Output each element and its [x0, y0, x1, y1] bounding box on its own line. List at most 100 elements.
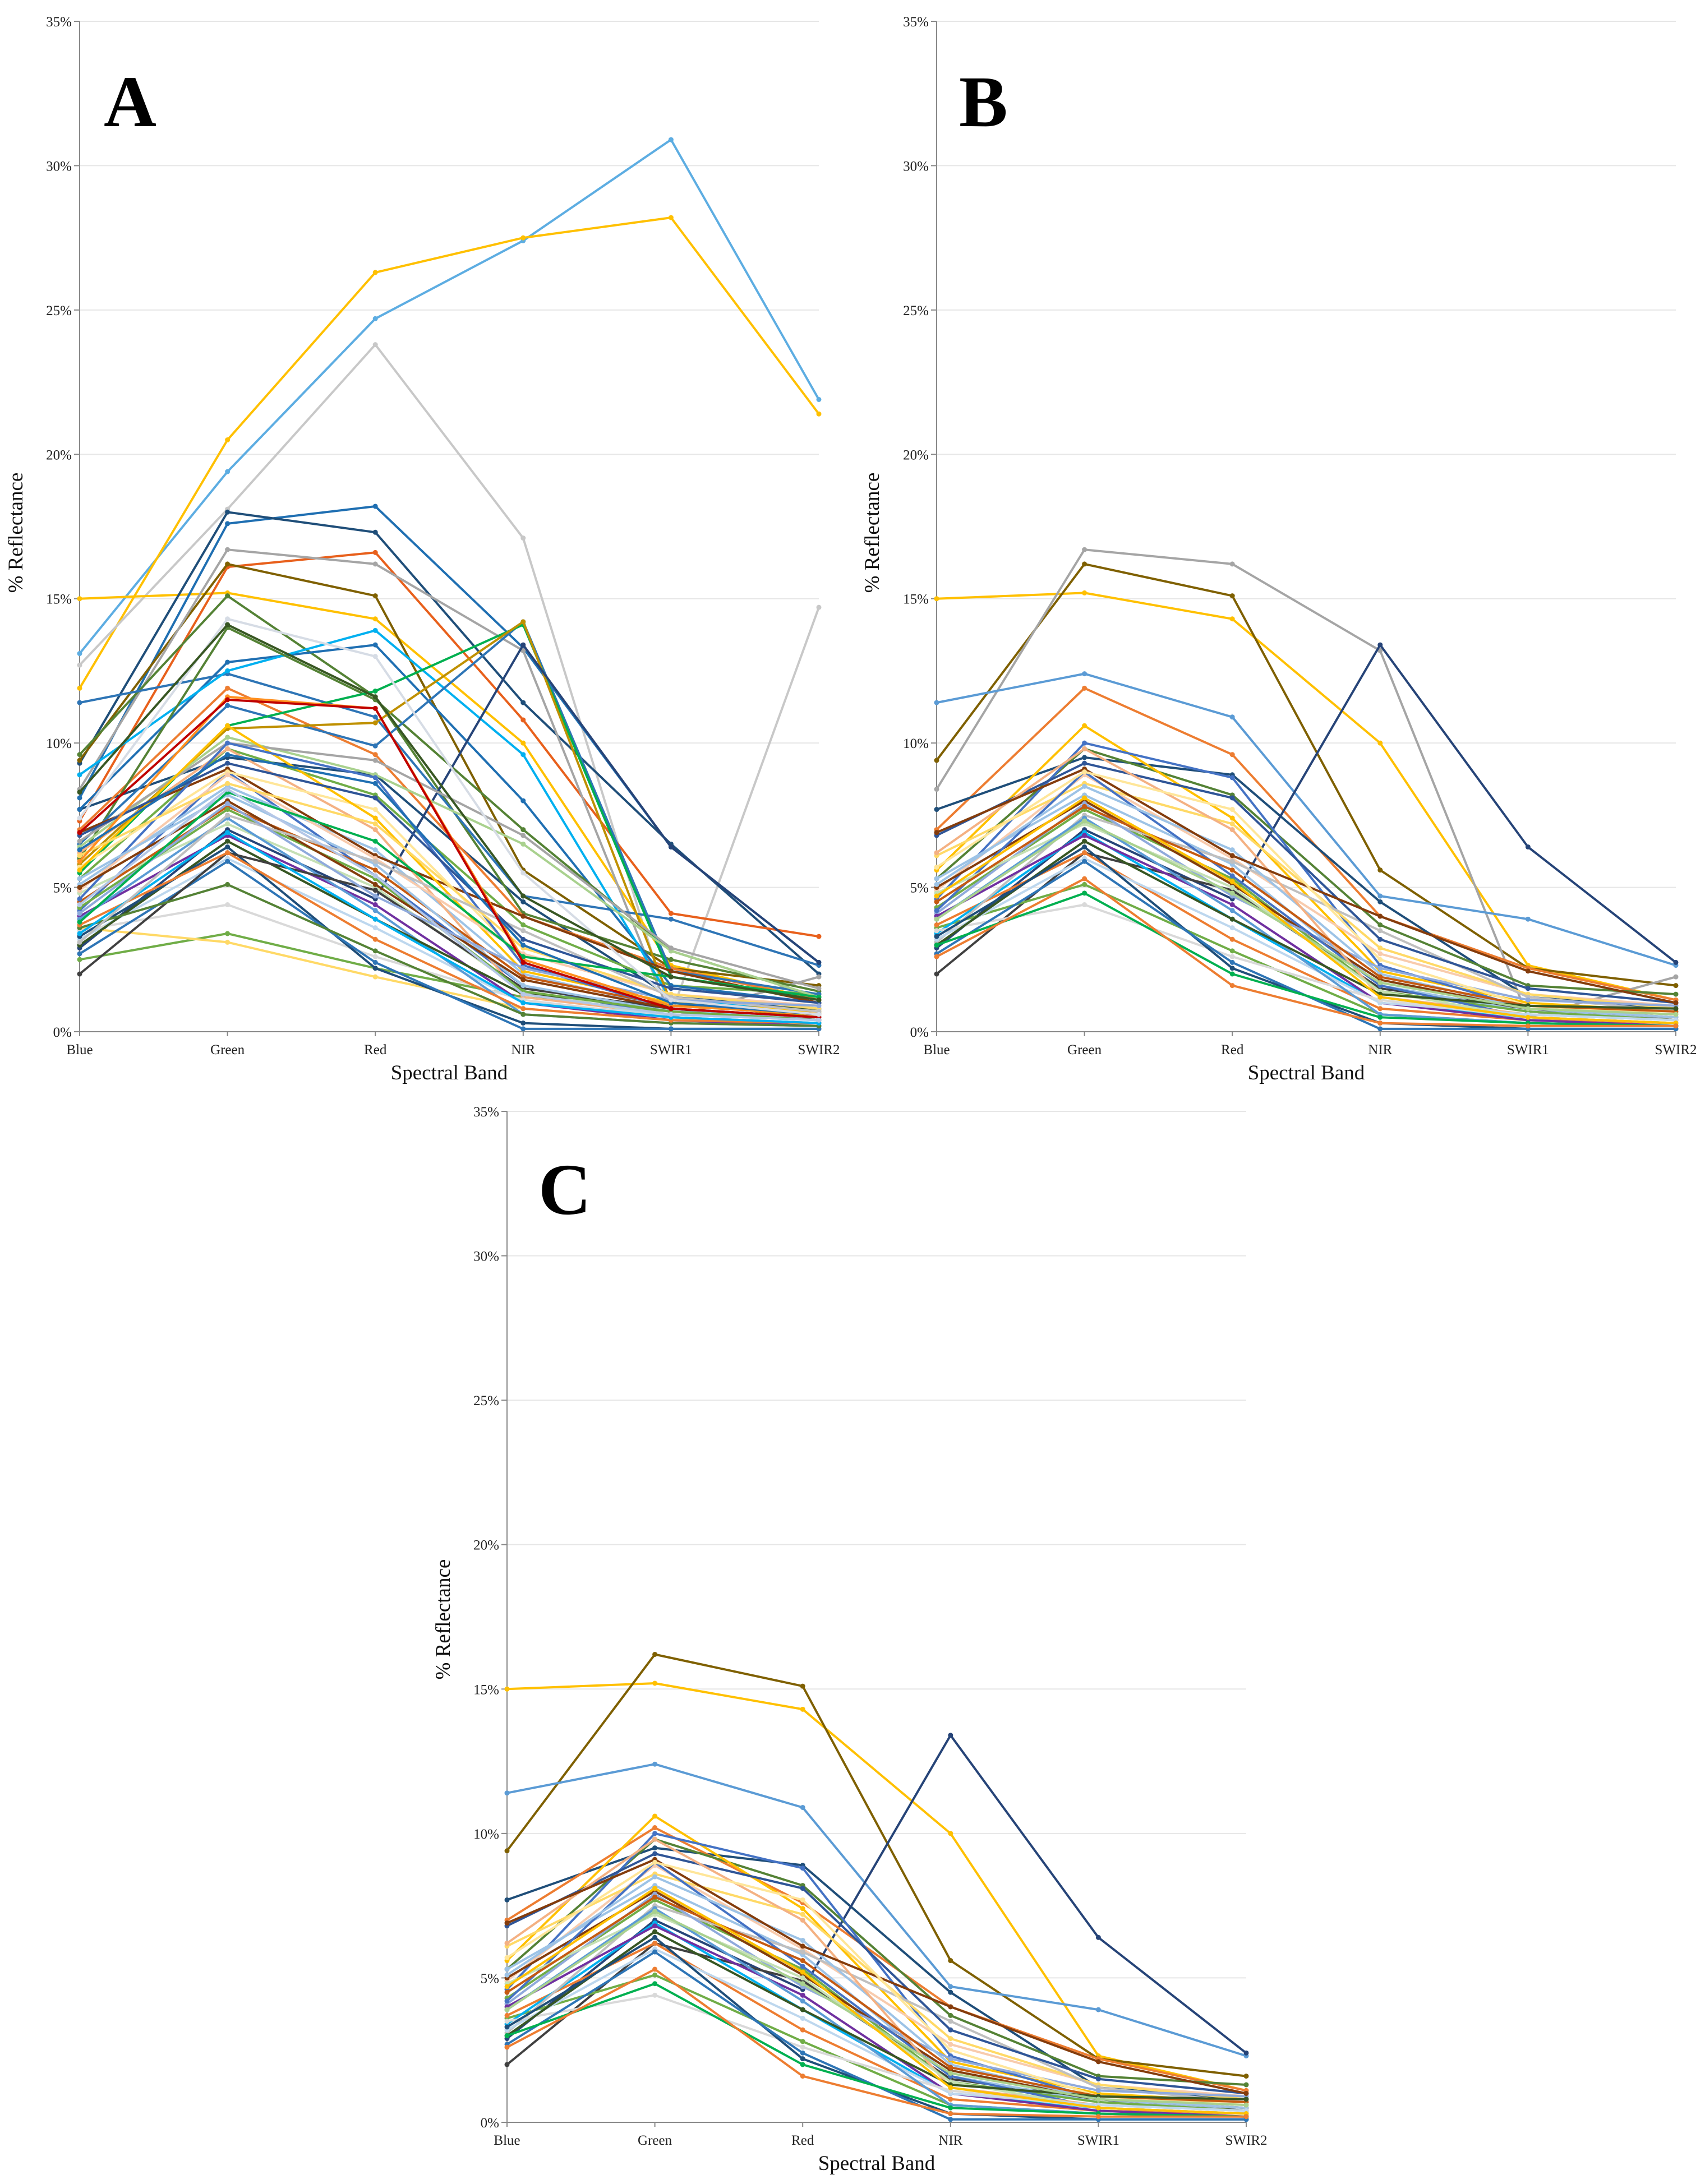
data-point	[372, 616, 378, 622]
data-point	[934, 899, 939, 904]
data-point	[520, 740, 526, 746]
data-point	[520, 235, 526, 241]
data-point	[520, 648, 526, 653]
series-line	[936, 892, 1676, 1027]
data-point	[948, 2019, 953, 2024]
y-tick-label: 0%	[481, 2116, 499, 2131]
data-point	[372, 529, 378, 535]
series-line	[936, 834, 1676, 1027]
data-point	[1525, 916, 1531, 922]
data-point	[520, 1000, 526, 1006]
data-point	[1082, 671, 1087, 677]
series-line	[79, 802, 819, 1007]
series-line	[506, 1864, 1247, 2098]
data-point	[225, 787, 231, 792]
data-point	[1525, 1014, 1531, 1020]
data-point	[520, 936, 526, 942]
data-point	[1229, 936, 1235, 942]
data-point	[800, 1964, 805, 1969]
data-point	[816, 959, 822, 965]
data-point	[800, 2050, 805, 2056]
y-axis-title: % Reflectance	[861, 473, 884, 593]
data-point	[668, 1012, 674, 1017]
data-point	[1377, 957, 1383, 962]
data-point	[1229, 561, 1235, 567]
data-point	[225, 622, 231, 627]
x-tick-label: Green	[1067, 1042, 1102, 1058]
series-line	[79, 762, 819, 1004]
series-line	[506, 1826, 1247, 2092]
data-point	[520, 899, 526, 904]
data-point	[1229, 879, 1235, 884]
series-line	[79, 814, 819, 1013]
x-tick-label: SWIR1	[650, 1042, 692, 1058]
data-point	[372, 561, 378, 567]
data-point	[800, 1897, 805, 1903]
data-point	[934, 807, 939, 812]
data-point	[652, 1929, 658, 1934]
data-point	[1229, 821, 1235, 826]
data-point	[948, 2111, 953, 2117]
data-point	[77, 651, 82, 657]
data-point	[934, 893, 939, 899]
data-point	[1095, 1934, 1101, 1940]
data-point	[816, 934, 822, 939]
data-point	[1377, 928, 1383, 934]
data-point	[77, 902, 82, 907]
data-point	[372, 966, 378, 971]
data-point	[1229, 959, 1235, 965]
data-point	[800, 1969, 805, 1975]
data-point	[1229, 948, 1235, 954]
series-line	[79, 562, 819, 987]
x-tick-label: Blue	[923, 1042, 950, 1058]
data-point	[504, 1955, 510, 1960]
data-point	[1229, 827, 1235, 833]
data-point	[948, 2036, 953, 2042]
data-point	[1082, 804, 1087, 809]
data-point	[668, 1026, 674, 1032]
data-point	[225, 821, 231, 826]
series-line	[506, 1763, 1247, 2057]
data-point	[77, 700, 82, 705]
data-point	[1082, 795, 1087, 801]
data-point	[1229, 954, 1235, 959]
data-point	[520, 841, 526, 847]
data-point	[1229, 858, 1235, 864]
chart-panel-b: 0% 5% 10% 15% 20% 25% 30% 35% Blue Green Red NIR SWI…	[861, 15, 1697, 1084]
data-point	[504, 2044, 510, 2050]
data-point	[1095, 2007, 1101, 2012]
series-line	[79, 831, 819, 1024]
x-tick-label: Red	[1221, 1042, 1244, 1058]
data-point	[948, 2004, 953, 2010]
data-point	[1095, 2059, 1101, 2065]
data-point	[1243, 2082, 1249, 2088]
series-line	[79, 883, 819, 1027]
data-point	[372, 504, 378, 509]
data-point	[225, 931, 231, 936]
data-point	[1243, 2097, 1249, 2102]
series-line	[79, 788, 819, 1022]
data-point	[225, 760, 231, 766]
data-point	[1095, 2105, 1101, 2111]
data-point	[948, 2097, 953, 2102]
data-point	[1082, 833, 1087, 838]
data-point	[800, 2062, 805, 2067]
y-tick-label: 15%	[46, 592, 72, 607]
x-tick-label: Green	[638, 2133, 672, 2148]
y-tick-label: 0%	[910, 1025, 929, 1040]
data-point	[934, 916, 939, 922]
data-point	[800, 1886, 805, 1891]
data-point	[504, 1984, 510, 1989]
data-point	[225, 469, 231, 474]
data-point	[520, 1021, 526, 1026]
y-tick-label: 20%	[903, 447, 929, 463]
y-tick-label: 25%	[903, 303, 929, 318]
data-point	[225, 830, 231, 835]
data-point	[1525, 844, 1531, 849]
data-point	[934, 971, 939, 977]
data-point	[652, 1851, 658, 1857]
data-point	[520, 1006, 526, 1012]
data-point	[668, 911, 674, 916]
data-point	[504, 1989, 510, 1995]
y-tick-label: 5%	[481, 1971, 499, 1986]
